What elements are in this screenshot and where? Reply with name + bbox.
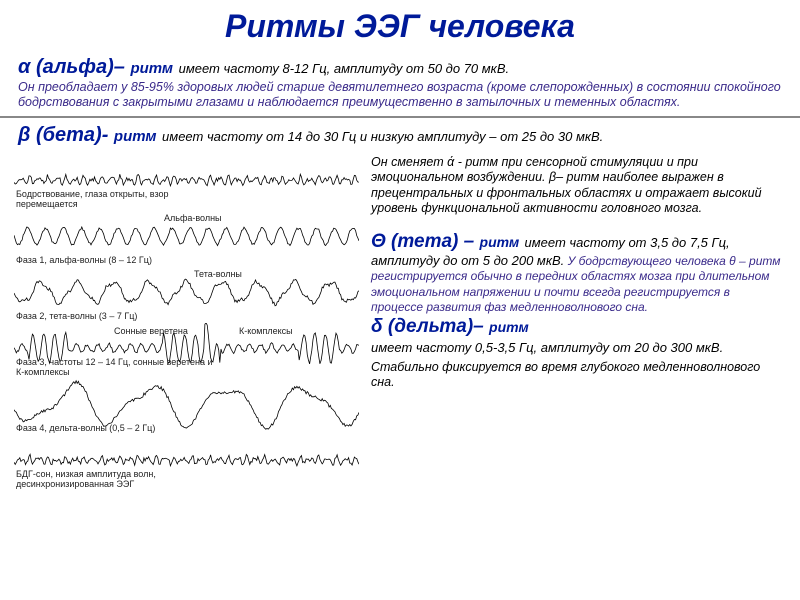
theta-heading: Θ (тета) – ритм [371,231,525,252]
alpha-symbol: α (альфа)– [18,56,130,78]
eeg-row-label: Фаза 1, альфа-волны (8 – 12 Гц) [16,255,216,265]
delta-symbol: δ (дельта)– [371,316,489,337]
eeg-row-label: Фаза 4, дельта-волны (0,5 – 2 Гц) [16,423,216,433]
beta-section: β (бета)- ритм имеет частоту от 14 до 30… [0,122,800,151]
eeg-annotation: Альфа-волны [164,213,222,223]
divider [0,116,800,118]
alpha-section: α (альфа)– ритм имеет частоту 8-12 Гц, а… [0,55,800,110]
beta-rhythm-word: ритм [114,128,157,145]
eeg-row-label: Фаза 2, тета-волны (3 – 7 Гц) [16,311,216,321]
eeg-row-label: Фаза 3, частоты 12 – 14 Гц, сонные верет… [16,357,216,377]
eeg-row-label: Бодрствование, глаза открыты, взор перем… [16,189,216,209]
beta-description: Он сменяет ά - ритм при сенсорной стимул… [371,155,784,216]
delta-heading: δ (дельта)– ритм [371,316,529,337]
eeg-annotation: Тета-волны [194,269,242,279]
eeg-row-1: Фаза 1, альфа-волны (8 – 12 Гц) Альфа-вол… [14,211,359,267]
delta-rhythm-word: ритм [489,319,529,335]
eeg-row-4: Фаза 4, дельта-волны (0,5 – 2 Гц) [14,379,359,435]
eeg-row-5: БДГ-сон, низкая амплитуда волн, десинхро… [14,435,359,491]
alpha-description: Он преобладает у 85-95% здоровых людей с… [18,80,782,110]
delta-section: δ (дельта)– ритм имеет частоту 0,5-3,5 Г… [371,315,784,390]
delta-params: имеет частоту 0,5-3,5 Гц, амплитуду от 2… [371,340,784,356]
eeg-annotation: Сонные веретена [114,326,188,336]
theta-rhythm-word: ритм [480,234,520,250]
alpha-params: имеет частоту 8-12 Гц, амплитуду от 50 д… [179,61,510,76]
delta-description: Стабильно фиксируется во время глубокого… [371,360,784,390]
page-title: Ритмы ЭЭГ человека [0,0,800,55]
lower-columns: Бодрствование, глаза открыты, взор перем… [0,151,800,491]
eeg-chart: Бодрствование, глаза открыты, взор перем… [14,155,359,491]
theta-symbol: Θ (тета) – [371,231,480,252]
eeg-row-0: Бодрствование, глаза открыты, взор перем… [14,155,359,211]
alpha-heading: α (альфа)– ритм [18,56,179,78]
eeg-row-2: Фаза 2, тета-волны (3 – 7 Гц) Тета-волны [14,267,359,323]
beta-params: имеет частоту от 14 до 30 Гц и низкую ам… [162,129,603,144]
beta-symbol: β (бета)- [18,124,114,146]
beta-heading: β (бета)- ритм [18,124,162,146]
right-text-column: Он сменяет ά - ритм при сенсорной стимул… [371,155,784,491]
eeg-annotation: К-комплексы [239,326,293,336]
eeg-row-label: БДГ-сон, низкая амплитуда волн, десинхро… [16,469,216,489]
eeg-row-3: Фаза 3, частоты 12 – 14 Гц, сонные верет… [14,323,359,379]
alpha-rhythm-word: ритм [130,60,173,77]
theta-section: Θ (тета) – ритм имеет частоту от 3,5 до … [371,230,784,315]
